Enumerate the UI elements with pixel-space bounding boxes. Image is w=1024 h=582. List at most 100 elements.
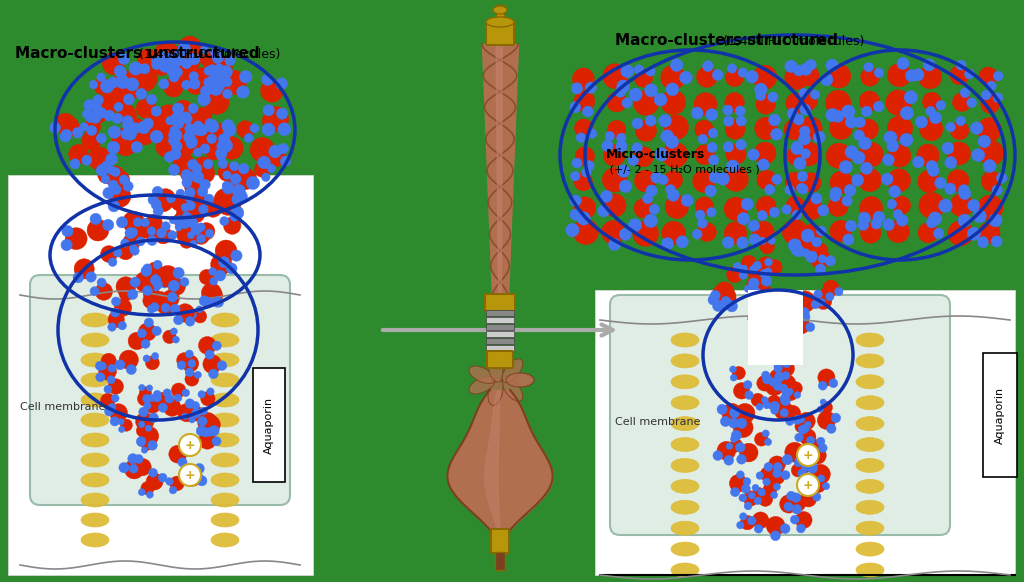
- Ellipse shape: [81, 353, 109, 367]
- Circle shape: [765, 438, 772, 445]
- Ellipse shape: [671, 521, 699, 535]
- Ellipse shape: [493, 6, 507, 14]
- Circle shape: [87, 219, 109, 241]
- Circle shape: [926, 161, 938, 172]
- Circle shape: [119, 463, 129, 473]
- Circle shape: [831, 111, 844, 122]
- Circle shape: [121, 129, 132, 140]
- Circle shape: [919, 223, 938, 243]
- Ellipse shape: [856, 396, 884, 410]
- Circle shape: [759, 237, 766, 244]
- Ellipse shape: [488, 378, 503, 406]
- Circle shape: [779, 384, 787, 392]
- Circle shape: [73, 272, 84, 283]
- Circle shape: [84, 100, 95, 111]
- Circle shape: [172, 52, 183, 65]
- Circle shape: [772, 306, 790, 324]
- Circle shape: [191, 402, 200, 410]
- Circle shape: [205, 119, 215, 129]
- Circle shape: [182, 389, 189, 396]
- Circle shape: [208, 74, 220, 87]
- Circle shape: [146, 473, 163, 490]
- Ellipse shape: [856, 501, 884, 514]
- Circle shape: [724, 166, 749, 191]
- Circle shape: [146, 94, 157, 105]
- Circle shape: [801, 172, 821, 193]
- Circle shape: [230, 250, 242, 261]
- Circle shape: [119, 350, 138, 370]
- Circle shape: [778, 360, 795, 377]
- Circle shape: [194, 157, 214, 178]
- Circle shape: [709, 172, 721, 183]
- Circle shape: [739, 513, 746, 520]
- Circle shape: [769, 114, 780, 126]
- Circle shape: [203, 416, 220, 434]
- Circle shape: [709, 155, 719, 165]
- Circle shape: [768, 456, 785, 473]
- Circle shape: [761, 396, 768, 403]
- Circle shape: [989, 214, 1002, 227]
- Circle shape: [770, 491, 777, 499]
- Text: Micro-clusters: Micro-clusters: [606, 148, 706, 161]
- Circle shape: [813, 493, 821, 501]
- Circle shape: [143, 286, 160, 302]
- Circle shape: [822, 482, 829, 490]
- Circle shape: [934, 228, 944, 239]
- Circle shape: [786, 196, 805, 215]
- FancyBboxPatch shape: [485, 294, 515, 311]
- Circle shape: [695, 120, 714, 139]
- Circle shape: [189, 171, 201, 182]
- Circle shape: [745, 70, 759, 83]
- Circle shape: [206, 120, 219, 133]
- Circle shape: [185, 197, 202, 214]
- Circle shape: [818, 381, 827, 390]
- Circle shape: [573, 197, 596, 219]
- Circle shape: [756, 90, 766, 101]
- Circle shape: [188, 104, 199, 113]
- Circle shape: [222, 77, 232, 87]
- Circle shape: [629, 88, 642, 101]
- Circle shape: [754, 283, 772, 302]
- Circle shape: [696, 66, 718, 87]
- Circle shape: [156, 269, 170, 284]
- Circle shape: [179, 434, 201, 456]
- Circle shape: [187, 232, 195, 239]
- Circle shape: [881, 173, 893, 185]
- Circle shape: [715, 286, 736, 308]
- Circle shape: [141, 266, 152, 276]
- Circle shape: [188, 53, 200, 65]
- Text: +: +: [184, 439, 196, 452]
- Circle shape: [139, 63, 150, 74]
- Circle shape: [900, 133, 913, 147]
- Circle shape: [628, 218, 642, 232]
- Circle shape: [769, 207, 779, 218]
- Circle shape: [133, 222, 151, 239]
- Circle shape: [578, 212, 591, 225]
- Circle shape: [926, 107, 936, 116]
- Circle shape: [188, 416, 196, 423]
- Circle shape: [146, 385, 153, 391]
- Circle shape: [801, 229, 814, 242]
- Circle shape: [733, 418, 753, 438]
- Circle shape: [218, 257, 230, 268]
- Circle shape: [215, 147, 227, 159]
- Circle shape: [808, 464, 817, 473]
- Circle shape: [182, 355, 199, 372]
- Circle shape: [153, 59, 170, 76]
- Circle shape: [170, 328, 177, 335]
- Circle shape: [148, 469, 158, 477]
- Circle shape: [726, 160, 739, 173]
- Circle shape: [125, 228, 136, 239]
- Circle shape: [666, 135, 679, 148]
- Circle shape: [152, 59, 162, 70]
- Circle shape: [798, 65, 819, 86]
- Circle shape: [897, 58, 909, 69]
- Circle shape: [972, 148, 985, 162]
- Circle shape: [172, 336, 179, 343]
- Circle shape: [765, 377, 784, 396]
- Circle shape: [118, 321, 127, 330]
- Circle shape: [794, 115, 804, 125]
- Circle shape: [769, 378, 777, 386]
- Circle shape: [805, 487, 813, 495]
- Circle shape: [584, 161, 594, 171]
